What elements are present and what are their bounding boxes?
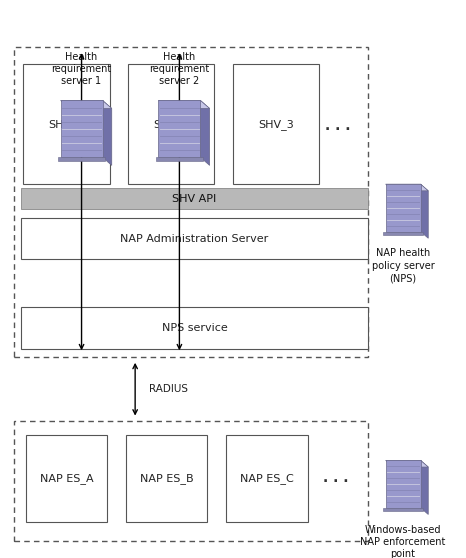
Text: Health
requirement
server 2: Health requirement server 2 bbox=[149, 52, 210, 86]
Bar bbox=[386, 184, 420, 232]
Text: NAP health
policy server
(NPS): NAP health policy server (NPS) bbox=[372, 248, 434, 283]
Bar bbox=[14, 47, 368, 357]
Polygon shape bbox=[58, 157, 105, 161]
Text: Windows-based
NAP enforcement
point: Windows-based NAP enforcement point bbox=[360, 525, 446, 558]
Bar bbox=[128, 64, 214, 184]
Bar bbox=[23, 64, 110, 184]
Text: NAP ES_B: NAP ES_B bbox=[140, 473, 193, 484]
Text: . . .: . . . bbox=[323, 471, 348, 485]
Bar bbox=[26, 435, 107, 522]
Bar bbox=[386, 460, 420, 508]
Polygon shape bbox=[200, 100, 210, 165]
Bar bbox=[61, 100, 103, 157]
Bar bbox=[21, 218, 368, 259]
Text: NAP ES_C: NAP ES_C bbox=[240, 473, 294, 484]
Polygon shape bbox=[156, 157, 203, 161]
Bar bbox=[14, 421, 368, 541]
Bar bbox=[226, 435, 308, 522]
Polygon shape bbox=[383, 508, 423, 511]
Polygon shape bbox=[103, 100, 112, 165]
Polygon shape bbox=[383, 232, 423, 234]
Bar bbox=[21, 188, 368, 209]
Polygon shape bbox=[420, 184, 428, 238]
Bar bbox=[21, 307, 368, 349]
Text: NPS service: NPS service bbox=[162, 323, 227, 333]
Text: SHV_1: SHV_1 bbox=[48, 119, 84, 129]
Polygon shape bbox=[61, 100, 112, 108]
Text: SHV API: SHV API bbox=[172, 194, 217, 204]
Text: NAP ES_A: NAP ES_A bbox=[40, 473, 93, 484]
Polygon shape bbox=[386, 460, 428, 467]
Bar bbox=[126, 435, 207, 522]
Bar bbox=[158, 100, 200, 157]
Text: Health
requirement
server 1: Health requirement server 1 bbox=[51, 52, 112, 86]
Bar bbox=[233, 64, 319, 184]
Text: . . .: . . . bbox=[325, 118, 350, 133]
Text: NAP Administration Server: NAP Administration Server bbox=[120, 234, 269, 243]
Polygon shape bbox=[158, 100, 210, 108]
Text: SHV_2: SHV_2 bbox=[153, 119, 189, 129]
Text: SHV_3: SHV_3 bbox=[258, 119, 294, 129]
Polygon shape bbox=[386, 184, 428, 191]
Text: RADIUS: RADIUS bbox=[149, 384, 188, 394]
Polygon shape bbox=[420, 460, 428, 514]
